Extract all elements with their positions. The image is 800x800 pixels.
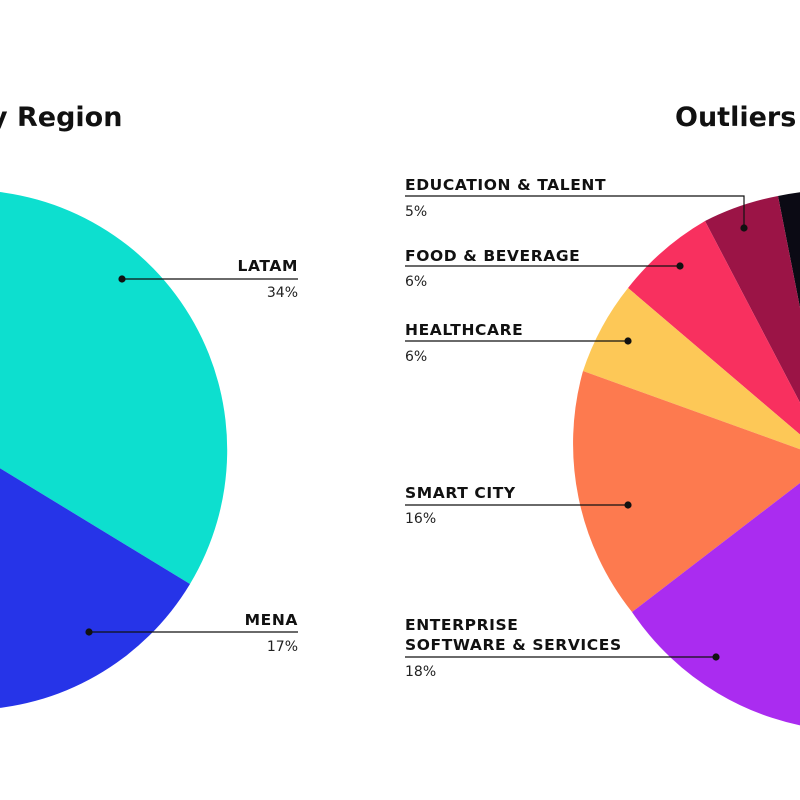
slice-label-healthcare: HEALTHCARE	[405, 321, 523, 339]
pie-slice-healthcare	[583, 288, 800, 450]
leader-dot-healthcare	[624, 337, 632, 345]
slice-label-enterprise: ENTERPRISE SOFTWARE & SERVICES	[405, 616, 622, 654]
region-pie	[0, 192, 228, 708]
leader-dot-mena	[85, 628, 93, 636]
slice-value-enterprise: 18%	[405, 664, 436, 680]
leader-dot-food	[676, 262, 684, 270]
pie-slice-enterprise-software	[632, 483, 800, 726]
leader-dots	[85, 224, 748, 661]
pie-slice-food-beverage	[628, 221, 800, 435]
leader-line-education	[405, 195, 745, 228]
outliers-pie	[573, 192, 800, 726]
leader-dot-enterprise	[712, 653, 720, 661]
slice-value-mena: 17%	[267, 639, 298, 655]
pie-slice-education-talent	[705, 196, 800, 403]
slice-label-mena: MENA	[245, 611, 298, 629]
slice-value-latam: 34%	[267, 285, 298, 301]
slice-label-food: FOOD & BEVERAGE	[405, 247, 580, 265]
leader-lines	[89, 195, 745, 658]
slice-label-enterprise-line1: ENTERPRISE	[405, 616, 518, 634]
slice-label-enterprise-line2: SOFTWARE & SERVICES	[405, 636, 622, 654]
pie-slice-mena	[0, 468, 190, 708]
pie-slice-black-partial	[778, 192, 800, 308]
pie-slice-smart-city	[573, 371, 800, 612]
slice-value-smart-city: 16%	[405, 511, 436, 527]
chart-title-region: y Region	[0, 102, 122, 133]
leader-dot-latam	[118, 275, 126, 283]
slice-value-education: 5%	[405, 204, 427, 220]
leader-dot-smart-city	[624, 501, 632, 509]
chart-title-outliers: Outliers	[675, 102, 796, 133]
slice-value-healthcare: 6%	[405, 349, 427, 365]
leader-dot-education	[740, 224, 748, 232]
slice-label-education: EDUCATION & TALENT	[405, 176, 606, 194]
slice-value-food: 6%	[405, 274, 427, 290]
pie-slice-latam	[0, 192, 228, 584]
slice-label-smart-city: SMART CITY	[405, 484, 516, 502]
slice-label-latam: LATAM	[238, 257, 298, 275]
